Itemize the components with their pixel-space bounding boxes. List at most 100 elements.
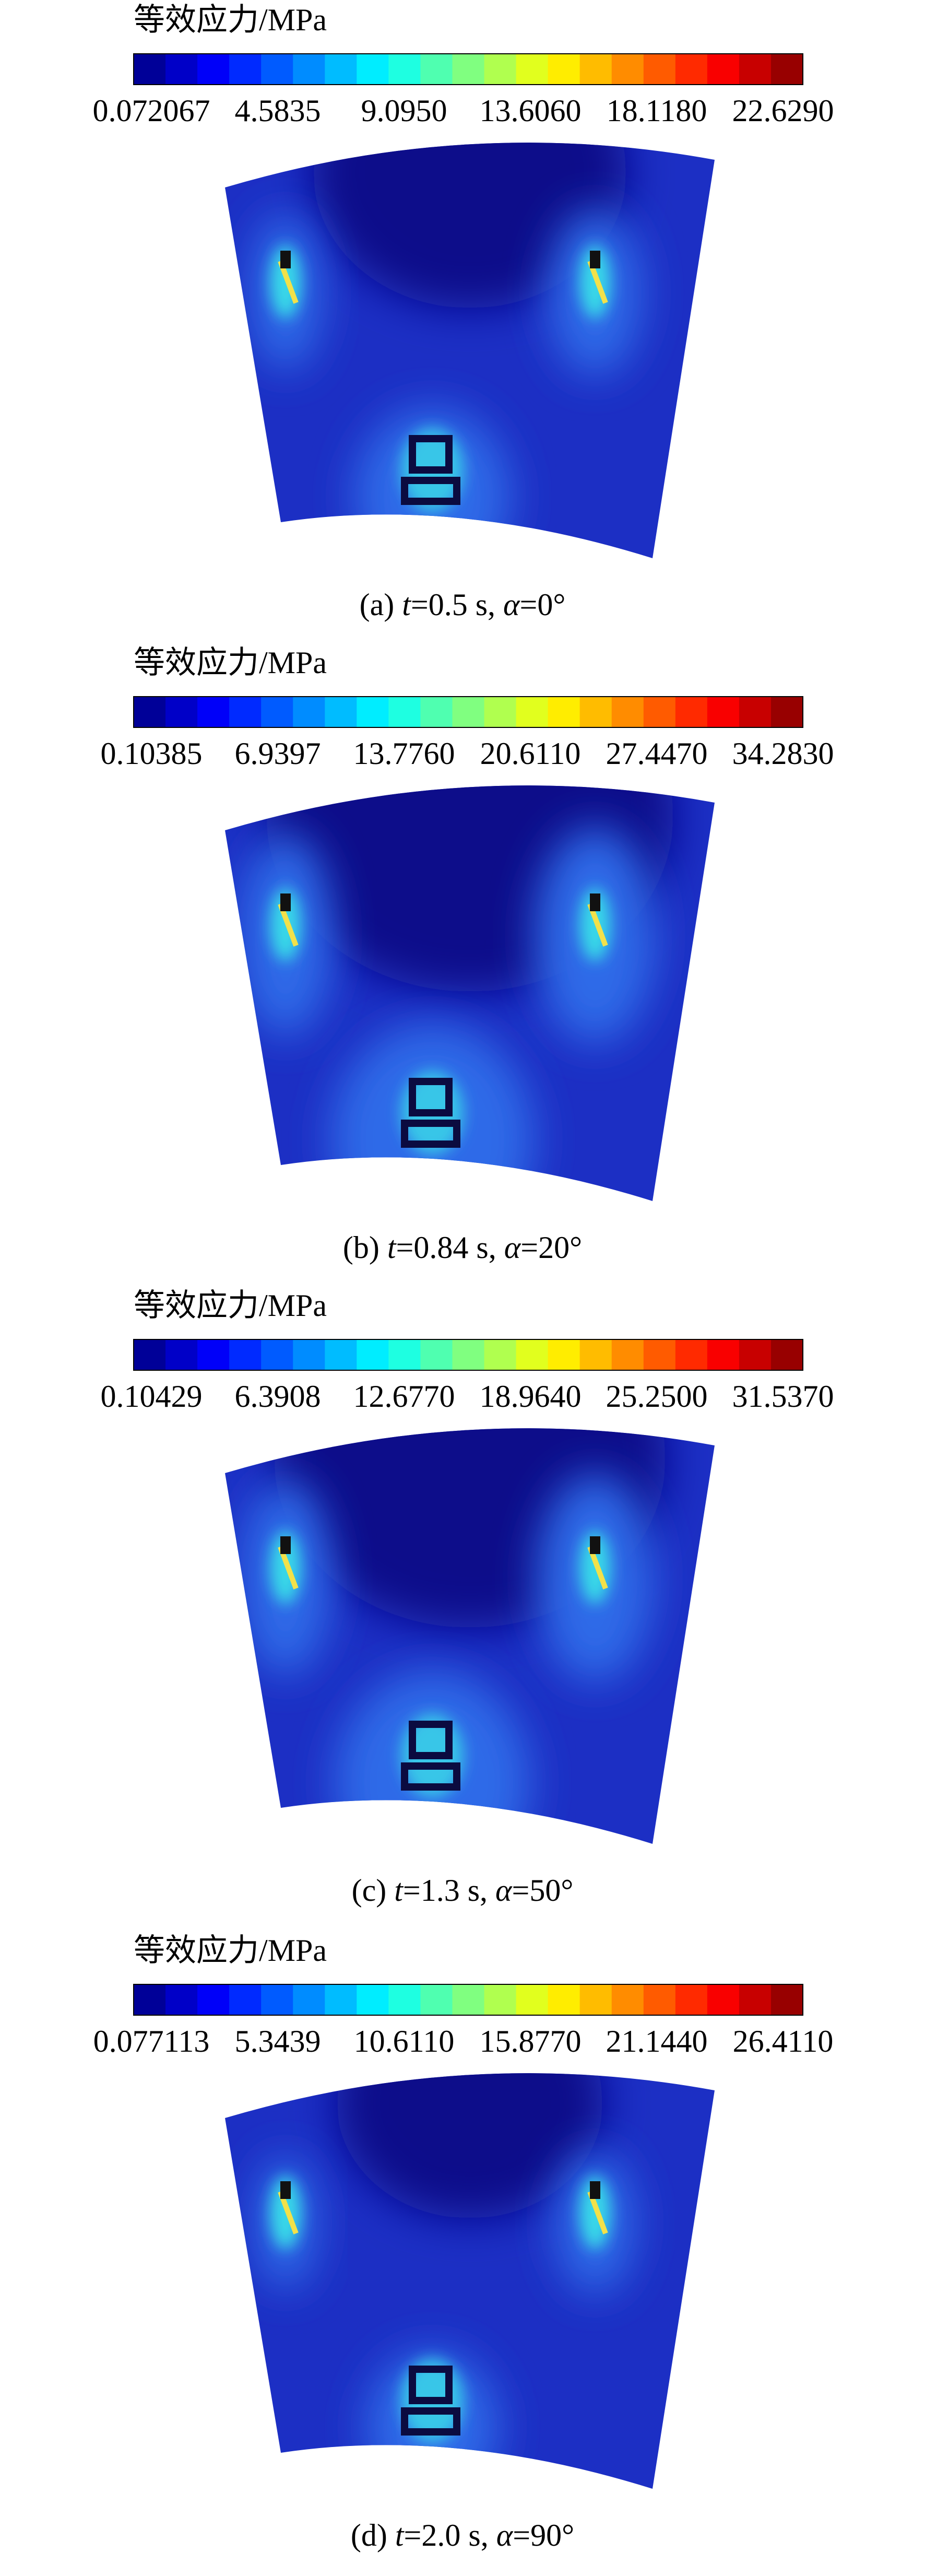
- caption: (a) t=0.5 s, α=0°: [360, 587, 566, 622]
- colorbar-tick-label: 4.5835: [235, 93, 321, 128]
- hole: [401, 1120, 460, 1148]
- colorbar-segment: [611, 697, 644, 727]
- colorbar-segment: [643, 1339, 676, 1370]
- colorbar-segment: [739, 54, 772, 85]
- colorbar-tick-label: 13.7760: [353, 736, 455, 771]
- caption-part: α: [495, 1873, 513, 1908]
- colorbar-segment: [675, 1984, 708, 2015]
- colorbar-frame: [133, 1984, 803, 2016]
- colorbar-tick-label: 31.5370: [732, 1379, 834, 1414]
- colorbar-tick-label: 18.9640: [480, 1379, 582, 1414]
- colorbar-segment: [579, 1984, 612, 2015]
- colorbar-segment: [548, 54, 580, 85]
- colorbar-segment: [388, 1984, 421, 2015]
- hole: [409, 1078, 453, 1116]
- colorbar-segment: [197, 1984, 230, 2015]
- caption-part: α: [496, 2518, 514, 2553]
- colorbar-segment: [739, 697, 772, 727]
- colorbar-segment: [675, 1339, 708, 1370]
- colorbar-segment: [165, 1984, 198, 2015]
- legend-title: 等效应力/MPa: [134, 3, 327, 37]
- colorbar-segment: [261, 697, 294, 727]
- caption: (d) t=2.0 s, α=90°: [351, 2518, 574, 2553]
- caption-part: (d): [351, 2518, 395, 2553]
- hole: [401, 1762, 460, 1791]
- colorbar-segment: [229, 697, 262, 727]
- colorbar-segment: [579, 54, 612, 85]
- hole: [409, 435, 453, 474]
- colorbar-tick-label: 0.10429: [101, 1379, 203, 1414]
- colorbar-segment: [388, 54, 421, 85]
- colorbar-segment: [675, 697, 708, 727]
- colorbar-segment: [548, 697, 580, 727]
- colorbar-frame: [133, 1339, 803, 1371]
- colorbar-tick-label: 0.072067: [93, 93, 210, 128]
- colorbar-segment: [197, 697, 230, 727]
- colorbar-tick-label: 6.3908: [235, 1379, 321, 1414]
- colorbar-segment: [484, 54, 517, 85]
- colorbar-segment: [261, 1339, 294, 1370]
- colorbar-segment: [643, 54, 676, 85]
- colorbar-tick-label: 25.2500: [606, 1379, 708, 1414]
- colorbar-segment: [707, 697, 740, 727]
- colorbar-segment: [484, 1984, 517, 2015]
- colorbar-segment: [420, 54, 453, 85]
- panel: 等效应力/MPa 0.10429 6.3908 12.6770 18.9640 25.25…: [101, 1288, 834, 1908]
- colorbar-segment: [516, 54, 549, 85]
- colorbar-segment: [293, 1984, 326, 2015]
- stress-contour: [225, 1428, 715, 1844]
- colorbar-segment: [165, 697, 198, 727]
- legend-title: 等效应力/MPa: [134, 1933, 327, 1968]
- colorbar-tick-label: 20.6110: [480, 736, 581, 771]
- colorbar-segment: [229, 54, 262, 85]
- colorbar-segment: [325, 1984, 358, 2015]
- panel: 等效应力/MPa 0.072067 4.5835 9.0950 13.6060 18.11…: [93, 3, 834, 622]
- colorbar-segment: [293, 1339, 326, 1370]
- colorbar-segment: [548, 1339, 580, 1370]
- field-low: [313, 143, 626, 308]
- caption-part: =50°: [512, 1873, 574, 1908]
- colorbar-segment: [325, 54, 358, 85]
- caption-part: α: [504, 1230, 521, 1265]
- colorbar-segment: [134, 1984, 166, 2015]
- colorbar-tick-label: 13.6060: [480, 93, 582, 128]
- colorbar-tick-label: 18.1180: [607, 93, 707, 128]
- colorbar-segment: [707, 1339, 740, 1370]
- colorbar-tick-label: 6.9397: [235, 736, 321, 771]
- hole: [590, 1536, 600, 1554]
- colorbar-segment: [293, 697, 326, 727]
- colorbar-segment: [739, 1339, 772, 1370]
- caption: (c) t=1.3 s, α=50°: [352, 1873, 574, 1908]
- stress-contour: [225, 785, 715, 1201]
- hole: [409, 1721, 453, 1759]
- colorbar-frame: [133, 53, 803, 85]
- caption-part: =0.84 s,: [396, 1230, 504, 1265]
- colorbar-tick-label: 0.10385: [101, 736, 203, 771]
- colorbar-tick-label: 22.6290: [732, 93, 834, 128]
- colorbar-segment: [611, 1339, 644, 1370]
- panel: 等效应力/MPa 0.10385 6.9397 13.7760 20.6110 27.44…: [101, 645, 834, 1265]
- colorbar-segment: [134, 54, 166, 85]
- colorbar-tick-label: 12.6770: [353, 1379, 455, 1414]
- colorbar-segment: [516, 1339, 549, 1370]
- caption-part: t: [387, 1230, 397, 1265]
- caption-part: =1.3 s,: [403, 1873, 495, 1908]
- colorbar-tick-label: 27.4470: [606, 736, 708, 771]
- hole: [409, 2366, 453, 2404]
- colorbar-segment: [452, 1339, 485, 1370]
- caption-part: (a): [360, 587, 402, 622]
- colorbar-segment: [770, 1984, 803, 2015]
- colorbar-segment: [611, 1984, 644, 2015]
- colorbar-segment: [134, 697, 166, 727]
- colorbar-segment: [165, 54, 198, 85]
- colorbar-segment: [579, 1339, 612, 1370]
- caption-part: =0°: [520, 587, 566, 622]
- colorbar-segment: [548, 1984, 580, 2015]
- colorbar-segment: [643, 697, 676, 727]
- hole: [590, 2181, 600, 2199]
- colorbar-tick-label: 5.3439: [235, 2024, 321, 2059]
- colorbar-segment: [420, 1984, 453, 2015]
- hole: [280, 1536, 291, 1554]
